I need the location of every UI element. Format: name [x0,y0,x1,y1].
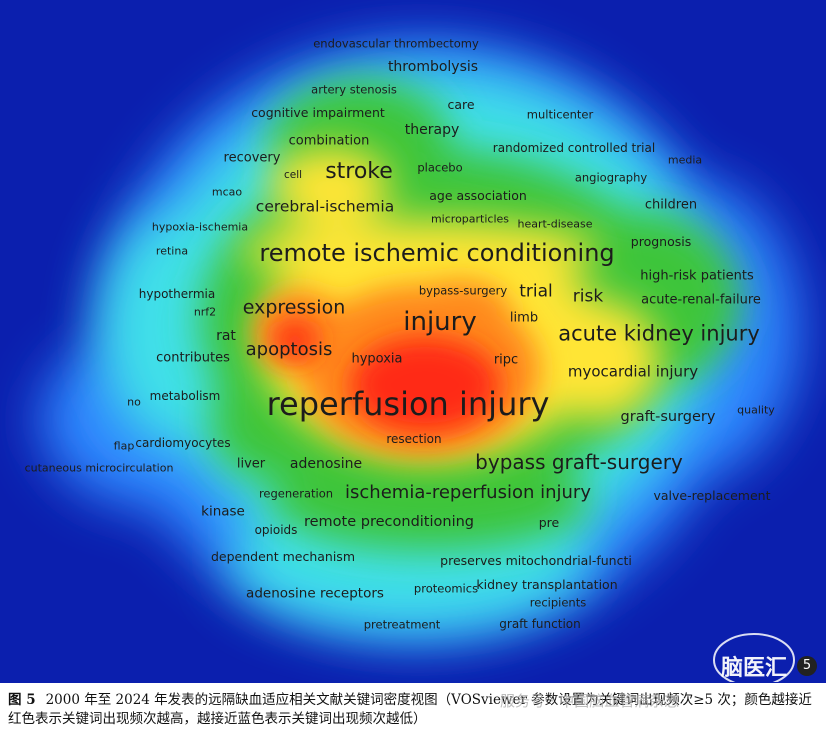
keyword-label: risk [572,286,604,307]
keyword-label: graft-surgery [620,408,716,425]
keyword-label: cardiomyocytes [135,436,231,450]
keyword-label: resection [386,432,442,446]
keyword-label: combination [288,133,370,149]
keyword-label: remote preconditioning [303,513,475,530]
keyword-label: trial [519,281,553,302]
keyword-label: placebo [417,160,463,175]
keyword-label: endovascular thrombectomy [313,36,479,51]
keyword-label: dependent mechanism [210,548,356,564]
keyword-label: proteomics [413,581,479,596]
keyword-label: heart-disease [517,217,593,231]
keyword-label: no [127,395,141,409]
keyword-label: injury [403,307,477,337]
keyword-label: adenosine receptors [246,585,384,602]
keyword-label: liver [236,456,266,472]
keyword-label: kinase [201,503,245,520]
keyword-label: contributes [156,350,230,366]
keyword-label: bypass graft-surgery [475,450,683,474]
keyword-label: acute kidney injury [558,321,760,346]
keyword-label: retina [155,244,189,258]
keyword-label: recipients [529,595,587,610]
keyword-label: hypoxia-ischemia [151,220,249,234]
keyword-label: randomized controlled trial [492,141,656,155]
keyword-label: limb [509,310,539,326]
keyword-label: bypass-surgery [418,283,508,298]
keyword-label: regeneration [258,486,334,501]
keyword-label: preserves mitochondrial-functi [440,552,632,568]
keyword-label: myocardial injury [567,362,699,381]
keyword-label: recovery [223,150,281,166]
keyword-label: angiography [574,170,648,185]
keyword-label: stroke [325,159,393,184]
keyword-label: acute-renal-failure [641,292,761,308]
keyword-label: flap [113,439,135,453]
keyword-label: apoptosis [245,339,333,360]
keyword-label: high-risk patients [640,268,754,284]
keyword-label: prognosis [630,233,692,249]
keyword-label: nrf2 [193,305,217,319]
keyword-label: age association [429,187,527,203]
keyword-label: cognitive impairment [251,104,385,120]
keyword-label: expression [242,296,346,319]
keyword-label: graft function [499,617,581,631]
caption-text: 2000 年至 2024 年发表的远隔缺血适应相关文献关键词密度视图（VOSvi… [8,692,812,727]
keyword-label: artery stenosis [311,82,397,97]
keyword-label: valve-replacement [653,487,771,503]
keyword-label: ischemia-reperfusion injury [345,482,591,503]
keyword-label: rat [216,328,236,344]
keyword-label: microparticles [430,212,510,226]
keyword-label: children [644,197,698,213]
density-red-layer [273,320,500,433]
density-map [0,0,826,683]
keyword-label: cerebral-ischemia [255,197,395,216]
keyword-label: thrombolysis [387,59,479,75]
keyword-label: remote ischemic conditioning [259,239,615,267]
keyword-label: cutaneous microcirculation [24,461,174,475]
keyword-label: pre [538,514,560,530]
keyword-label: therapy [404,122,460,138]
watermark-logo [713,633,795,682]
keyword-label: hypoxia [351,351,403,367]
keyword-label: opioids [254,523,298,537]
caption-label: 图 5 [8,692,36,708]
keyword-label: reperfusion injury [266,385,550,423]
keyword-label: media [667,153,703,167]
figure-caption: 图 5 2000 年至 2024 年发表的远隔缺血适应相关文献关键词密度视图（VO… [8,691,818,729]
keyword-label: care [447,96,475,112]
keyword-label: metabolism [149,389,221,403]
keyword-label: multicenter [526,107,594,122]
keyword-label: quality [737,403,775,417]
keyword-label: kidney transplantation [476,576,618,592]
keyword-label: cell [283,168,303,181]
source-watermark-text: 服务号 · 中国脑血管病杂志 [500,692,680,710]
keyword-labels: endovascular thrombectomy thrombolysis art… [24,36,775,632]
watermark-text: 脑医汇 [721,656,788,681]
keyword-label: hypothermia [138,287,216,301]
keyword-label: mcao [211,185,243,199]
watermark-badge: 5 [797,656,817,676]
keyword-label: adenosine [289,456,363,472]
keyword-label: ripc [493,352,519,368]
keyword-label: pretreatment [363,617,441,632]
